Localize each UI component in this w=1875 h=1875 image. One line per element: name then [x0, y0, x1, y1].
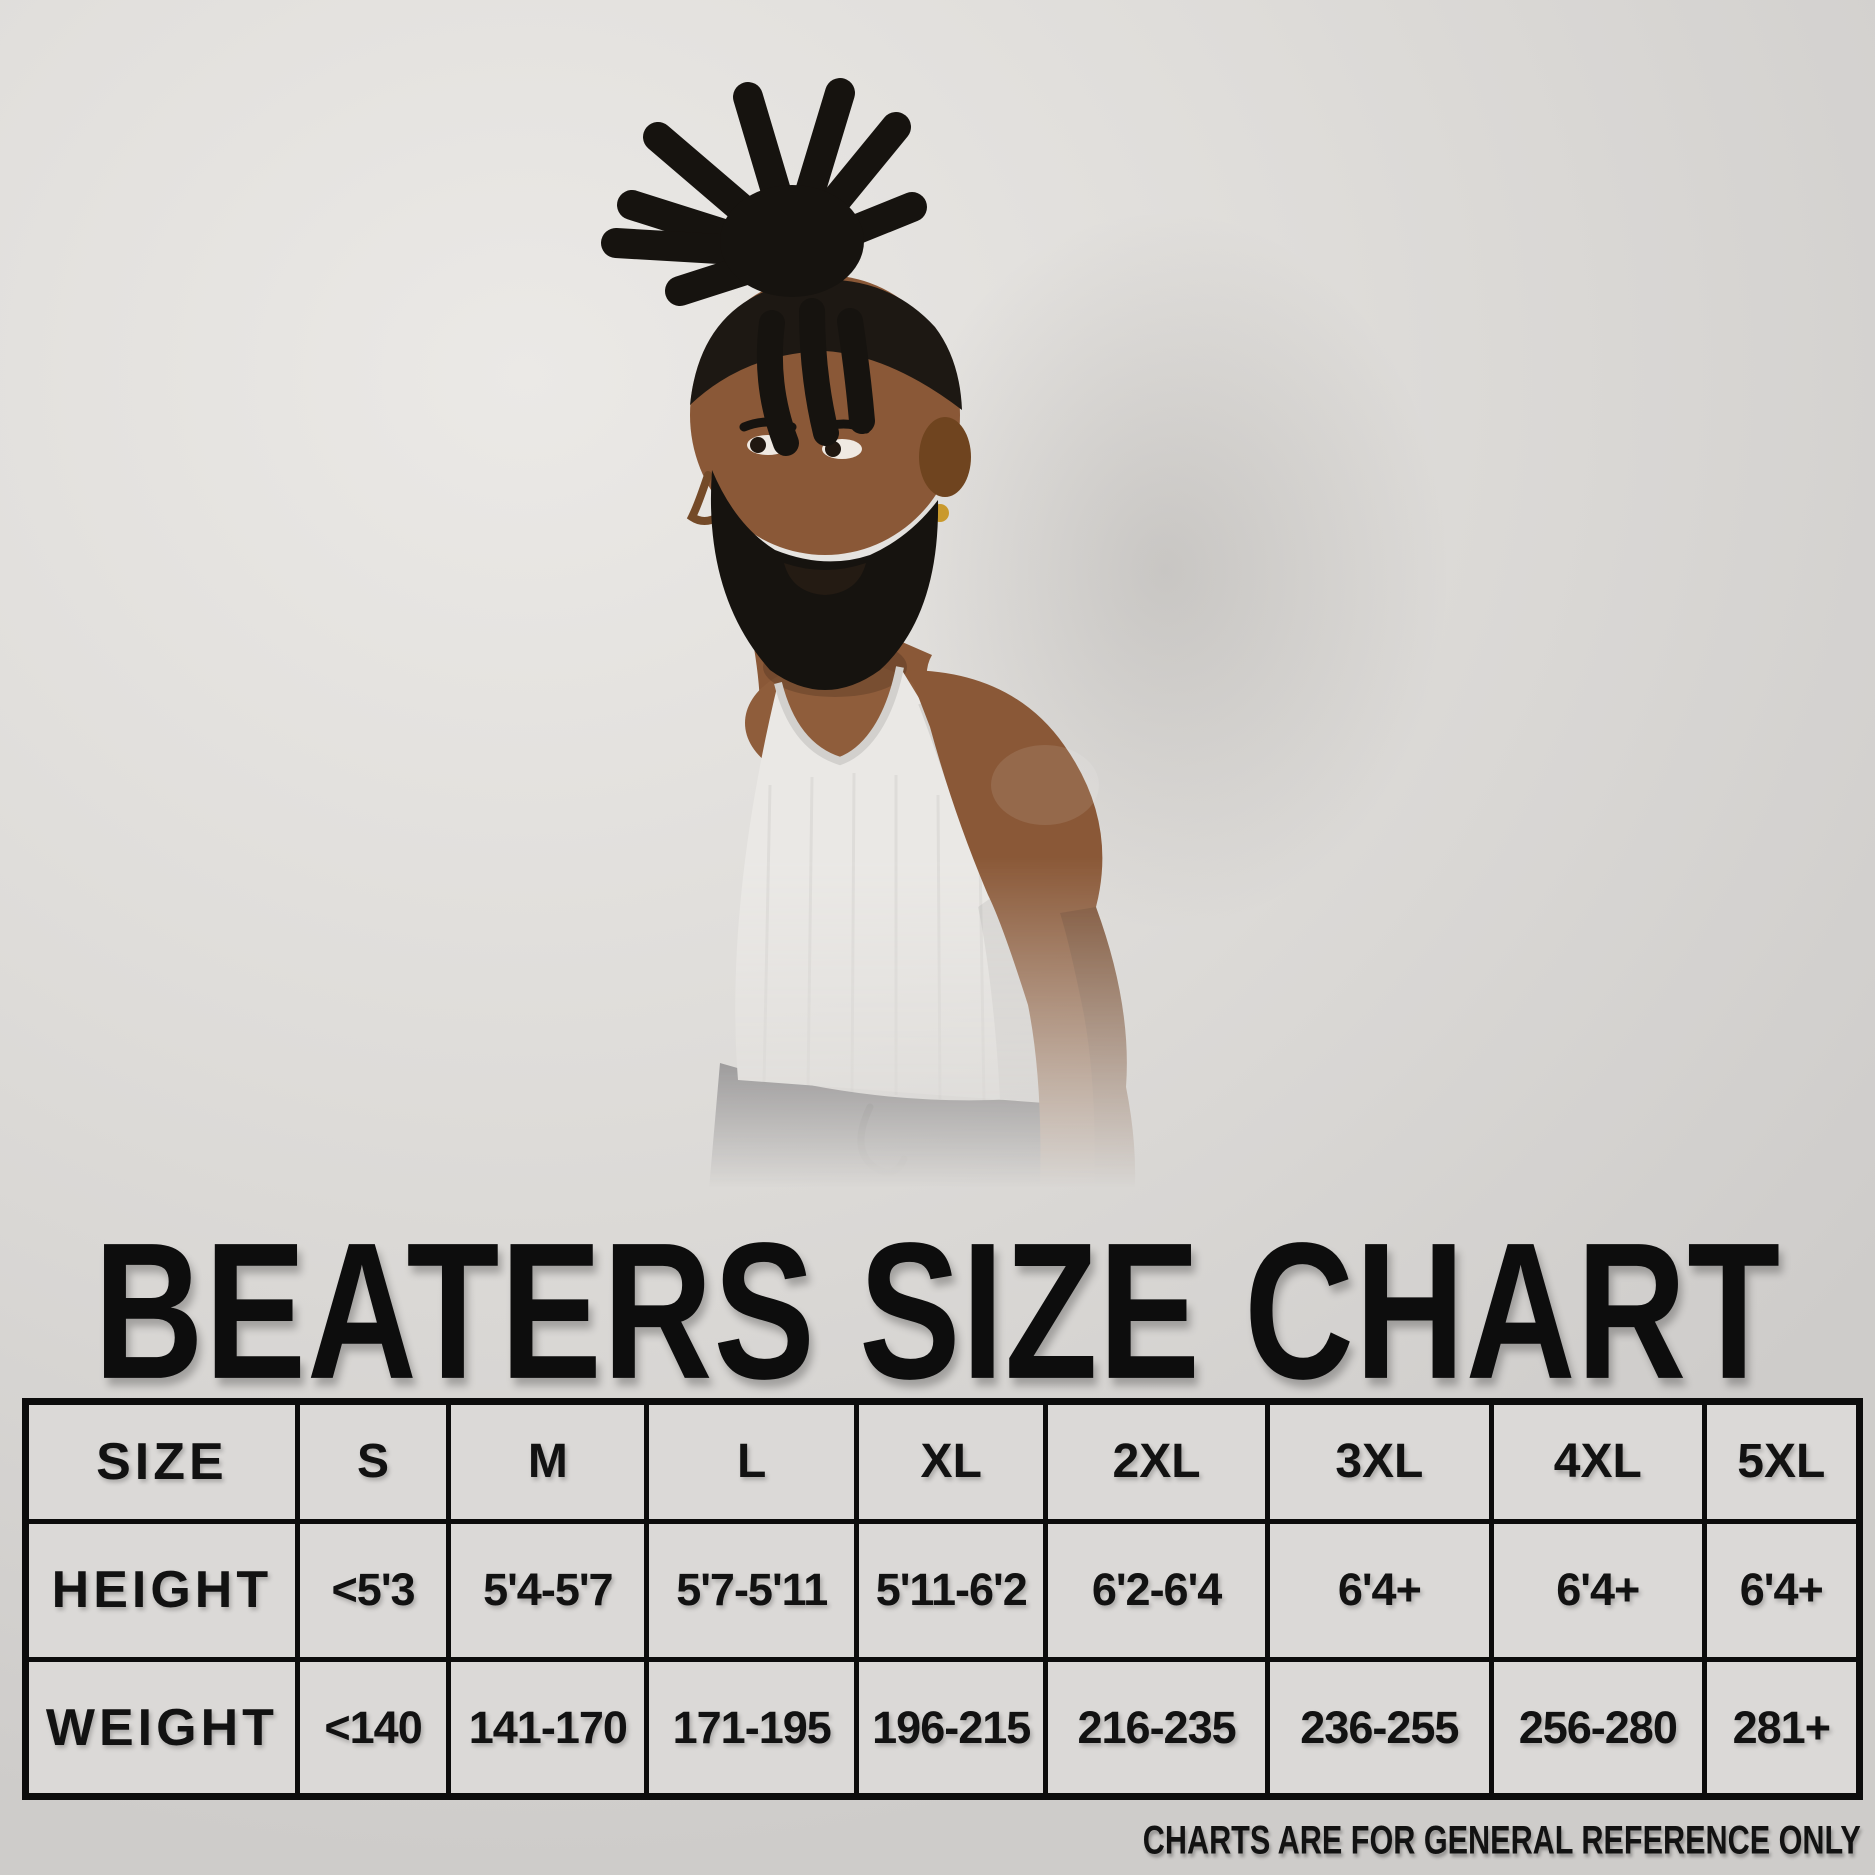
weight-3xl: 236-255	[1269, 1662, 1489, 1793]
size-chart-table: SIZE S M L XL 2XL 3XL 4XL 5XL HEIGHT <5'…	[22, 1398, 1863, 1800]
height-3xl: 6'4+	[1269, 1523, 1489, 1658]
height-m: 5'4-5'7	[451, 1523, 645, 1658]
column-header-s: S	[299, 1405, 447, 1519]
height-l: 5'7-5'11	[649, 1523, 855, 1658]
height-s: <5'3	[299, 1523, 447, 1658]
column-header-l: L	[649, 1405, 855, 1519]
page-title: BEATERS SIZE CHART	[0, 1200, 1875, 1421]
weight-xl: 196-215	[859, 1662, 1044, 1793]
weight-2xl: 216-235	[1048, 1662, 1265, 1793]
column-header-3xl: 3XL	[1269, 1405, 1489, 1519]
weight-5xl: 281+	[1706, 1662, 1856, 1793]
model-photo	[540, 55, 1220, 1235]
column-header-4xl: 4XL	[1493, 1405, 1702, 1519]
column-header-xl: XL	[859, 1405, 1044, 1519]
row-label-height: HEIGHT	[29, 1523, 295, 1658]
weight-l: 171-195	[649, 1662, 855, 1793]
table-corner-label: SIZE	[29, 1405, 295, 1519]
height-xl: 5'11-6'2	[859, 1523, 1044, 1658]
row-label-weight: WEIGHT	[29, 1662, 295, 1793]
disclaimer-text: CHARTS ARE FOR GENERAL REFERENCE ONLY	[1142, 1818, 1861, 1863]
page-title-text: BEATERS SIZE CHART	[93, 1202, 1782, 1421]
model-illustration	[601, 78, 1136, 1235]
column-header-2xl: 2XL	[1048, 1405, 1265, 1519]
height-5xl: 6'4+	[1706, 1523, 1856, 1658]
height-2xl: 6'2-6'4	[1048, 1523, 1265, 1658]
weight-m: 141-170	[451, 1662, 645, 1793]
height-4xl: 6'4+	[1493, 1523, 1702, 1658]
column-header-5xl: 5XL	[1706, 1405, 1856, 1519]
column-header-m: M	[451, 1405, 645, 1519]
weight-s: <140	[299, 1662, 447, 1793]
weight-4xl: 256-280	[1493, 1662, 1702, 1793]
